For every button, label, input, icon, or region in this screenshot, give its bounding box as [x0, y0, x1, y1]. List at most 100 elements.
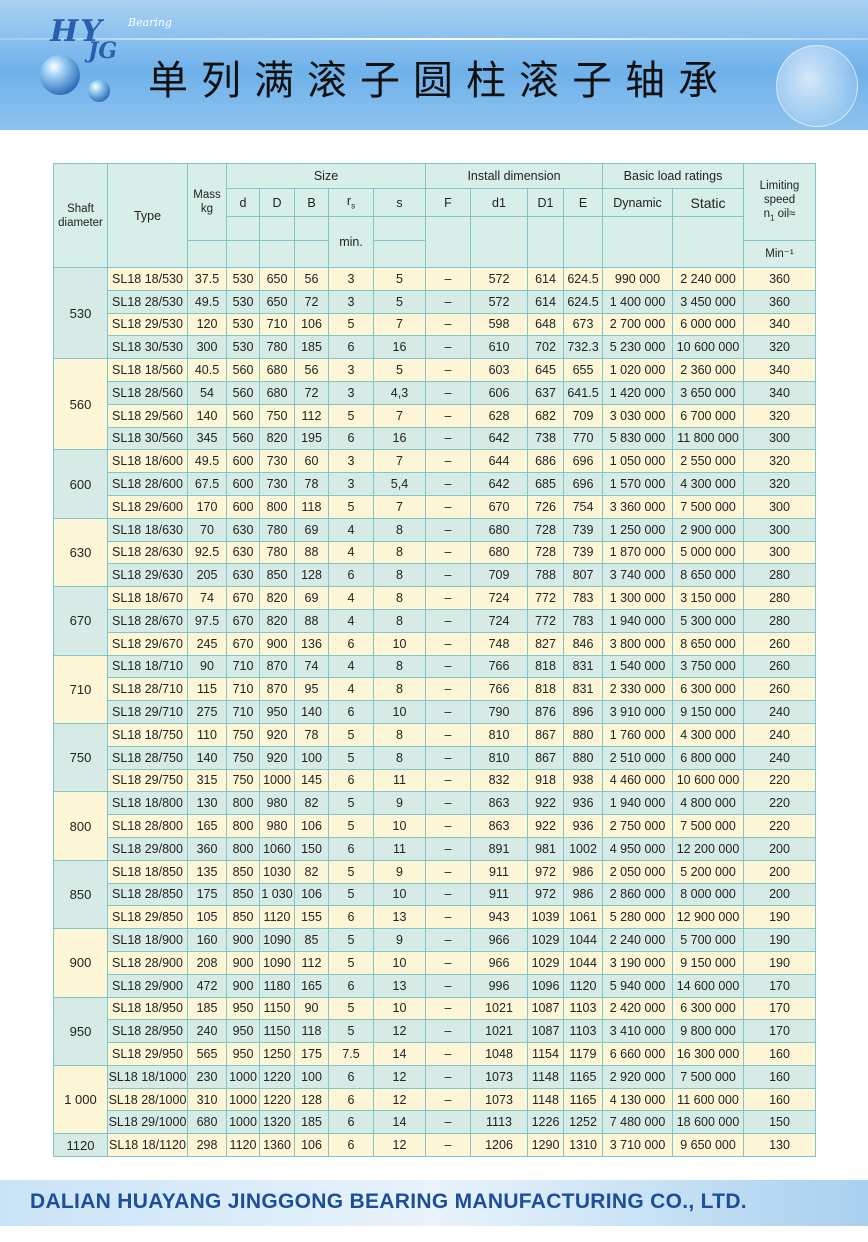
table-cell: SL18 29/710: [107, 700, 188, 724]
table-cell: 750: [259, 403, 295, 428]
table-cell: 1148: [527, 1064, 564, 1089]
table-cell: 3 740 000: [602, 563, 673, 588]
header-cell: [259, 240, 295, 268]
header-text: r: [346, 194, 352, 209]
table-row: 1120 SL18 18/1120 298 1120 1360 106 6 12–1206 12…: [53, 1133, 816, 1158]
table-cell: SL18 28/560: [107, 380, 188, 405]
header-cell: d: [226, 188, 260, 217]
table-cell: 5: [373, 289, 426, 314]
table-cell: 680: [470, 540, 528, 565]
table-cell: SL18 29/530: [107, 312, 188, 337]
header-cell: Shaft diameter: [53, 163, 108, 268]
table-cell: 673: [563, 312, 603, 337]
shaft-cell: 950: [53, 996, 108, 1066]
table-cell: 1096: [527, 973, 564, 998]
table-cell: –: [425, 745, 471, 770]
table-cell: 70: [187, 517, 227, 542]
table-cell: 8 650 000: [672, 563, 744, 588]
table-cell: 105: [187, 905, 227, 930]
table-cell: 6: [328, 973, 374, 998]
table-cell: 106: [294, 312, 329, 337]
table-cell: 185: [187, 996, 227, 1021]
table-cell: 4: [328, 517, 374, 542]
header-cell: F: [425, 188, 471, 217]
table-cell: SL18 29/950: [107, 1042, 188, 1066]
table-cell: 1165: [563, 1087, 603, 1112]
table-cell: –: [425, 791, 471, 816]
table-cell: 13: [373, 905, 426, 930]
table-cell: 5: [328, 312, 374, 337]
table-cell: –: [425, 722, 471, 747]
table-cell: 1 050 000: [602, 449, 673, 474]
bearing-table: Shaft diameter Type Mass kg Size Install…: [53, 163, 816, 1158]
table-cell: –: [425, 1019, 471, 1044]
table-cell: 128: [294, 563, 329, 588]
table-cell: 624.5: [563, 267, 603, 291]
table-cell: 648: [527, 312, 564, 337]
table-row: 600 SL18 18/600 49.5 600 730 60 3 7–644 686 696 1 …: [53, 449, 816, 519]
table-cell: 680: [187, 1110, 227, 1135]
table-cell: 827: [527, 631, 564, 656]
table-row: SL18 28/800 165 800 980 106 5 10–863 922 936 2 75…: [53, 814, 816, 838]
table-cell: 1150: [259, 996, 295, 1021]
table-cell: 136: [294, 631, 329, 656]
table-cell: 6: [328, 836, 374, 861]
table-cell: 72: [294, 380, 329, 405]
table-cell: 630: [226, 517, 260, 542]
table-cell: 69: [294, 586, 329, 610]
table-cell: 260: [743, 654, 816, 679]
table-cell: 160: [743, 1087, 816, 1112]
table-cell: 7 500 000: [672, 814, 744, 838]
table-cell: –: [425, 631, 471, 656]
table-cell: 10: [373, 950, 426, 975]
table-cell: 1310: [563, 1133, 603, 1158]
table-cell: 95: [294, 677, 329, 702]
table-cell: 780: [259, 540, 295, 565]
table-cell: 3 150 000: [672, 586, 744, 610]
table-cell: 696: [563, 449, 603, 474]
table-cell: 106: [294, 1133, 329, 1158]
table-row: SL18 29/1000 680 1000 1320 185 6 14–1113 1226 12…: [53, 1110, 816, 1135]
table-cell: 831: [563, 654, 603, 679]
footer: DALIAN HUAYANG JINGGONG BEARING MANUFACT…: [0, 1180, 868, 1226]
table-cell: –: [425, 928, 471, 952]
header-cell: Limiting speed n1 oil≈: [743, 163, 816, 241]
table-cell: 3 750 000: [672, 654, 744, 679]
table-cell: 4 130 000: [602, 1087, 673, 1112]
table-cell: 1206: [470, 1133, 528, 1158]
table-cell: 1103: [563, 1019, 603, 1044]
table-head: Shaft diameter Type Mass kg Size Install…: [53, 163, 816, 268]
table-cell: 16: [373, 426, 426, 451]
table-cell: SL18 28/1000: [107, 1087, 188, 1112]
table-cell: 2 900 000: [672, 517, 744, 542]
table-cell: –: [425, 312, 471, 337]
header-cell: B: [294, 188, 329, 217]
table-cell: 72: [294, 289, 329, 314]
table-cell: 8: [373, 608, 426, 633]
table-cell: 863: [470, 814, 528, 838]
table-row: SL18 28/850 175 850 1 030 106 5 10–911 972 986 2 …: [53, 882, 816, 907]
table-row: SL18 29/630 205 630 850 128 6 8–709 788 807 3 740…: [53, 563, 816, 588]
table-cell: 986: [563, 882, 603, 907]
table-cell: 280: [743, 586, 816, 610]
table-cell: 686: [527, 449, 564, 474]
table-cell: 645: [527, 358, 564, 382]
table-cell: 5: [328, 996, 374, 1021]
table-cell: 240: [743, 745, 816, 770]
table-cell: 2 050 000: [602, 859, 673, 884]
table-cell: 1150: [259, 1019, 295, 1044]
table-cell: 750: [226, 745, 260, 770]
table-cell: 320: [743, 403, 816, 428]
header-cell: Static: [672, 188, 744, 217]
table-cell: 922: [527, 814, 564, 838]
table-cell: 1000: [259, 768, 295, 793]
table-cell: 1087: [527, 1019, 564, 1044]
table-cell: 5,4: [373, 472, 426, 496]
table-cell: SL18 18/560: [107, 358, 188, 382]
table-cell: –: [425, 1110, 471, 1135]
table-cell: 5: [373, 267, 426, 291]
table-row: SL18 29/850 105 850 1120 155 6 13–943 1039 1061 5…: [53, 905, 816, 930]
table-cell: 1 940 000: [602, 608, 673, 633]
table-cell: 790: [470, 700, 528, 724]
table-cell: 5: [328, 859, 374, 884]
